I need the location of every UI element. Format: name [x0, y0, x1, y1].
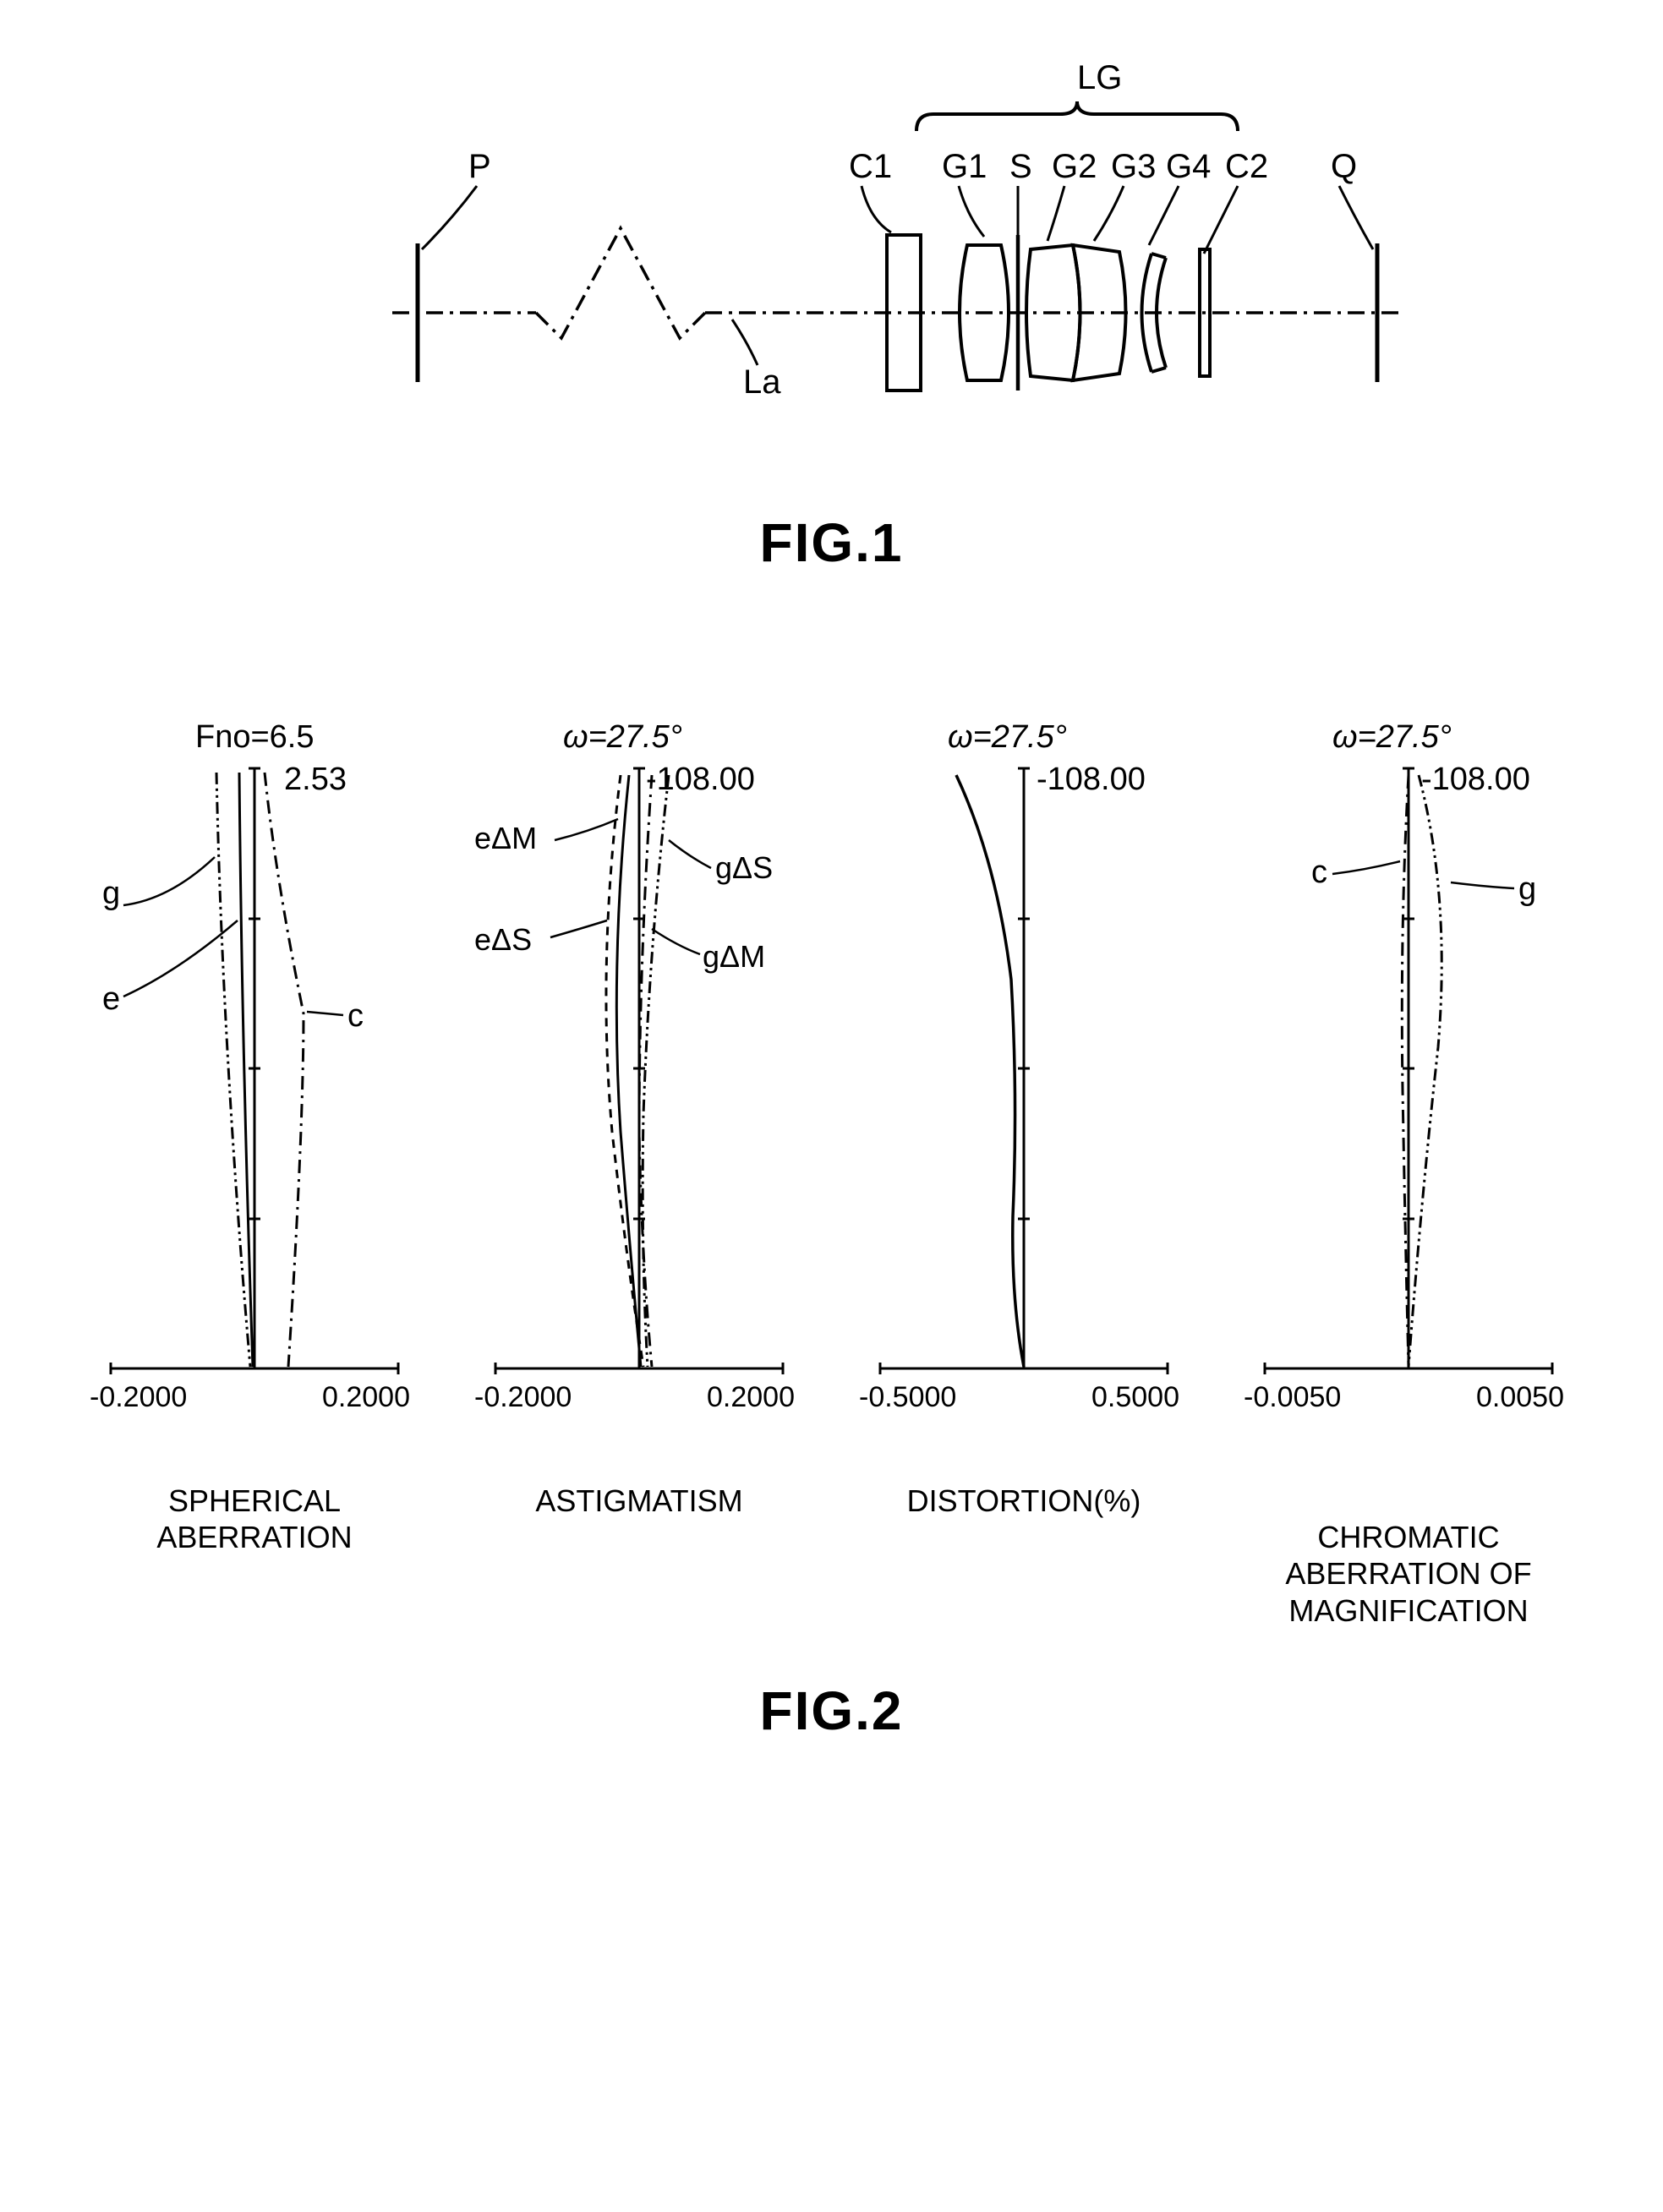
chart-distortion: ω=27.5° -108.00 -0.5000 0.5000 D [840, 709, 1208, 1629]
curve-distortion [956, 775, 1024, 1367]
label-c2: C2 [1225, 148, 1268, 185]
leader-q [1339, 186, 1373, 249]
fig1-diagram: LG P C1 G1 S G2 G3 G4 C2 Q [240, 51, 1424, 490]
chart4-title: CHROMATIC ABERRATION OF MAGNIFICATION [1285, 1483, 1531, 1629]
chart1-top-value: 2.53 [284, 762, 347, 797]
chart4-top-value: -108.00 [1421, 762, 1530, 797]
label-g2: G2 [1052, 148, 1097, 185]
leader-c1 [862, 186, 891, 232]
chart-spherical: Fno=6.5 2.53 -0.2000 0.2000 [71, 709, 439, 1629]
chart1-title: SPHERICAL ABERRATION [71, 1483, 439, 1555]
optical-axis [392, 228, 1398, 338]
leader-p [422, 186, 477, 249]
label-g4: G4 [1166, 148, 1211, 185]
chart2-xmax: 0.2000 [707, 1381, 795, 1413]
chart3-header: ω=27.5° [948, 719, 1067, 755]
chart1-header: Fno=6.5 [195, 719, 315, 755]
chart3-xmin: -0.5000 [859, 1381, 956, 1413]
label-q: Q [1331, 148, 1357, 185]
label-p: P [468, 148, 491, 185]
chart-distortion-svg: ω=27.5° -108.00 -0.5000 0.5000 [846, 709, 1201, 1470]
chart3-top-value: -108.00 [1037, 762, 1146, 797]
chart3-xmax: 0.5000 [1091, 1381, 1179, 1413]
chart3-title-text: DISTORTION(%) [907, 1483, 1141, 1518]
label-g1: G1 [942, 148, 987, 185]
label-c1: C1 [849, 148, 892, 185]
leader-g3 [1094, 186, 1124, 241]
curve-label-g: g [102, 876, 120, 911]
leader-g1 [959, 186, 984, 237]
chart1-xmin: -0.2000 [90, 1381, 187, 1413]
curve-eDM [606, 775, 643, 1367]
chart2-xmin: -0.2000 [474, 1381, 572, 1413]
charts-row: Fno=6.5 2.53 -0.2000 0.2000 [71, 709, 1593, 1629]
label-g3: G3 [1111, 148, 1156, 185]
chart1-title-text: SPHERICAL ABERRATION [156, 1483, 352, 1554]
curve-eDS [616, 775, 641, 1367]
chart-astigmatism: ω=27.5° -108.00 -0.2000 0.2000 [456, 709, 823, 1629]
chart1-xmax: 0.2000 [322, 1381, 410, 1413]
leader-g2 [1048, 186, 1064, 241]
chart-chromatic-svg: ω=27.5° -108.00 -0.0050 0.0050 [1231, 709, 1586, 1470]
curve-label-eDM: eΔM [474, 821, 537, 855]
chart3-title: DISTORTION(%) [907, 1483, 1141, 1519]
curve-label-e: e [102, 981, 120, 1017]
chart4-header: ω=27.5° [1332, 719, 1452, 755]
leader-la [732, 320, 758, 365]
chart2-title: ASTIGMATISM [535, 1483, 742, 1519]
curve-c [265, 773, 304, 1367]
chart4-xmin: -0.0050 [1244, 1381, 1341, 1413]
curve-label-gDM: gΔM [703, 939, 765, 974]
chart4-xmax: 0.0050 [1476, 1381, 1564, 1413]
label-la: La [743, 363, 781, 401]
leader-g4 [1149, 186, 1179, 245]
lg-bracket: LG [916, 59, 1238, 131]
leader-c2 [1204, 186, 1238, 254]
curve-label-gDS: gΔS [715, 850, 773, 885]
chart-spherical-svg: Fno=6.5 2.53 -0.2000 0.2000 [77, 709, 432, 1470]
curve-chrom-g [1409, 775, 1441, 1367]
fig1-caption: FIG.1 [240, 511, 1424, 574]
figure-container: LG P C1 G1 S G2 G3 G4 C2 Q [68, 51, 1595, 1742]
curve-label-eDS: eΔS [474, 922, 532, 957]
chart2-title-text: ASTIGMATISM [535, 1483, 742, 1518]
fig2-area: Fno=6.5 2.53 -0.2000 0.2000 [71, 709, 1593, 1742]
fig2-caption: FIG.2 [71, 1679, 1593, 1742]
curve-label-c: c [347, 998, 364, 1034]
label-s: S [1009, 148, 1032, 185]
chart-astigmatism-svg: ω=27.5° -108.00 -0.2000 0.2000 [462, 709, 817, 1470]
chart4-title-text: CHROMATIC ABERRATION OF MAGNIFICATION [1285, 1520, 1531, 1627]
chart2-header: ω=27.5° [563, 719, 682, 755]
fig1-area: LG P C1 G1 S G2 G3 G4 C2 Q [240, 51, 1424, 574]
label-lg: LG [1077, 59, 1122, 96]
chart2-top-value: -108.00 [646, 762, 755, 797]
curve-label-chrom-g: g [1518, 871, 1536, 907]
curve-label-chrom-c: c [1311, 855, 1327, 890]
chart-chromatic: ω=27.5° -108.00 -0.0050 0.0050 [1225, 709, 1593, 1629]
